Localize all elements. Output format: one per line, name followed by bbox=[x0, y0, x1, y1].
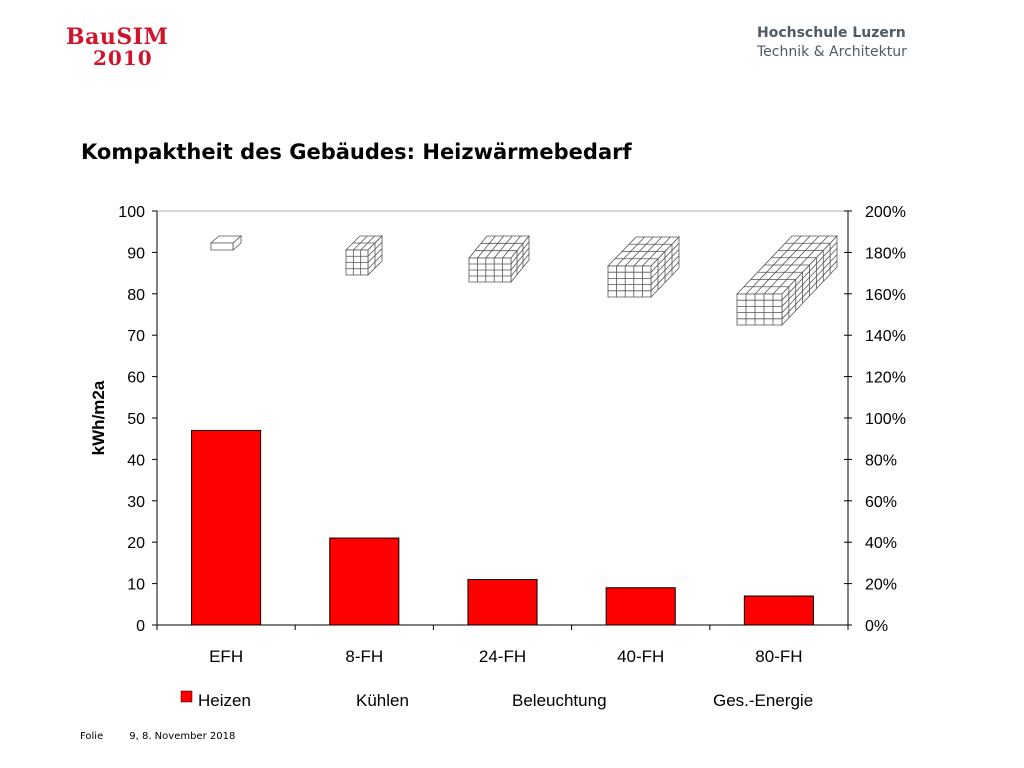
x-tick-label: 40-FH bbox=[617, 647, 664, 666]
y2-tick-label: 140% bbox=[865, 328, 906, 345]
y2-tick-label: 100% bbox=[865, 411, 906, 428]
footer-page-date: 9, 8. November 2018 bbox=[129, 731, 236, 742]
legend-item: Ges.-Energie bbox=[713, 691, 813, 710]
building-40fh-icon bbox=[607, 236, 680, 298]
bar-40-FH bbox=[605, 587, 676, 626]
y2-tick-label: 0% bbox=[865, 618, 888, 635]
footer: Folie 9, 8. November 2018 bbox=[80, 731, 235, 742]
y-tick-label: 100 bbox=[118, 204, 145, 221]
y2-tick-label: 120% bbox=[865, 370, 906, 387]
y-tick-label: 10 bbox=[127, 577, 145, 594]
y2-tick-label: 60% bbox=[865, 494, 897, 511]
x-tick-label: 80-FH bbox=[755, 647, 802, 666]
bar-24-FH bbox=[467, 578, 538, 626]
x-tick-label: EFH bbox=[209, 647, 243, 666]
x-tick-label: 24-FH bbox=[479, 647, 526, 666]
y-tick-label: 70 bbox=[127, 328, 145, 345]
building-8fh-icon bbox=[345, 235, 383, 276]
slide-title: Kompaktheit des Gebäudes: Heizwärmebedar… bbox=[81, 140, 632, 164]
logo-line2: 2010 bbox=[93, 46, 153, 70]
school-name: Hochschule Luzern Technik & Architektur bbox=[757, 24, 907, 62]
y-tick-label: 50 bbox=[127, 411, 145, 428]
y-tick-label: 40 bbox=[127, 452, 145, 469]
y2-tick-label: 180% bbox=[865, 245, 906, 262]
y-tick-label: 90 bbox=[127, 245, 145, 262]
bar-EFH bbox=[191, 429, 262, 626]
legend-swatch-heizen bbox=[180, 690, 193, 703]
legend-item: Kühlen bbox=[356, 691, 409, 710]
y-tick-label: 0 bbox=[136, 618, 145, 635]
bar-8-FH bbox=[329, 537, 400, 626]
logo-line1: BauSIM bbox=[66, 24, 169, 50]
building-24fh-icon bbox=[468, 234, 530, 284]
y2-tick-label: 160% bbox=[865, 287, 906, 304]
building-efh-icon bbox=[209, 235, 243, 251]
y2-tick-label: 200% bbox=[865, 204, 906, 221]
y-axis-title: kWh/m2a bbox=[89, 380, 108, 455]
school-name-line1: Hochschule Luzern bbox=[757, 25, 906, 41]
footer-label: Folie bbox=[80, 731, 104, 742]
y2-tick-label: 80% bbox=[865, 452, 897, 469]
x-tick-label: 8-FH bbox=[345, 647, 383, 666]
y-tick-label: 80 bbox=[127, 287, 145, 304]
y2-tick-label: 40% bbox=[865, 535, 897, 552]
y-tick-label: 30 bbox=[127, 494, 145, 511]
building-80fh-icon bbox=[736, 234, 838, 327]
legend-item: Beleuchtung bbox=[512, 691, 607, 710]
legend-item: Heizen bbox=[198, 691, 251, 710]
bausim-logo: BauSIM 2010 bbox=[66, 26, 168, 68]
y2-tick-label: 20% bbox=[865, 577, 897, 594]
y-tick-label: 60 bbox=[127, 370, 145, 387]
bar-80-FH bbox=[743, 595, 814, 626]
school-name-line2: Technik & Architektur bbox=[757, 44, 907, 60]
y-tick-label: 20 bbox=[127, 535, 145, 552]
